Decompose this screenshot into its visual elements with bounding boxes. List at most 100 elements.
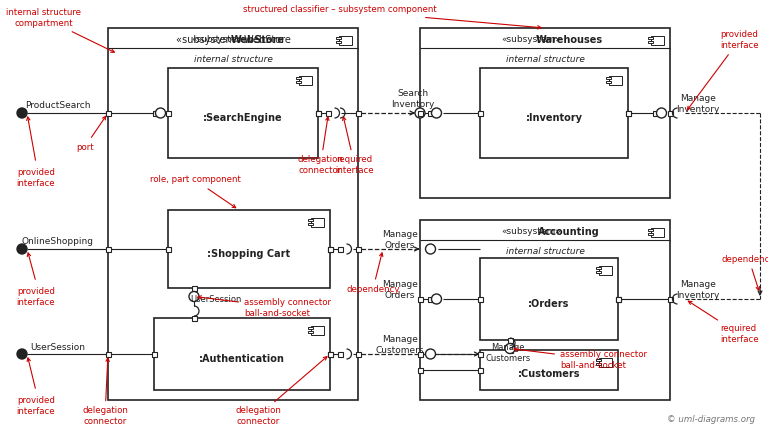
- Text: Manage
Customers: Manage Customers: [485, 343, 531, 363]
- Circle shape: [432, 294, 442, 304]
- Bar: [316, 110, 320, 115]
- Bar: [326, 110, 331, 115]
- Text: internal structure: internal structure: [194, 55, 273, 63]
- Bar: [336, 41, 340, 43]
- Bar: [625, 110, 631, 115]
- Text: Manage
Inventory: Manage Inventory: [677, 94, 720, 114]
- Text: internal structure: internal structure: [505, 55, 584, 63]
- Circle shape: [657, 108, 667, 118]
- Bar: [508, 337, 512, 343]
- Bar: [336, 37, 340, 39]
- Text: assembly connector
ball-and-socket: assembly connector ball-and-socket: [514, 348, 647, 370]
- Circle shape: [505, 343, 515, 354]
- Bar: [595, 359, 601, 361]
- Bar: [168, 68, 318, 158]
- Bar: [605, 77, 611, 79]
- Bar: [595, 267, 601, 269]
- Text: © uml-diagrams.org: © uml-diagrams.org: [667, 415, 755, 424]
- Bar: [168, 210, 330, 288]
- Text: delegation
connector: delegation connector: [297, 117, 343, 175]
- Bar: [327, 351, 333, 357]
- Bar: [418, 351, 422, 357]
- Bar: [338, 247, 343, 251]
- Bar: [191, 285, 197, 291]
- Text: :Orders: :Orders: [528, 299, 570, 309]
- Bar: [420, 28, 670, 198]
- Bar: [428, 110, 433, 115]
- Bar: [667, 296, 673, 302]
- Text: structured classifier – subsystem component: structured classifier – subsystem compon…: [243, 6, 541, 29]
- Bar: [307, 327, 313, 329]
- Text: provided
interface: provided interface: [17, 168, 55, 188]
- Text: delegation
connector: delegation connector: [235, 357, 327, 426]
- Bar: [615, 296, 621, 302]
- Text: Manage
Orders: Manage Orders: [382, 230, 418, 250]
- Bar: [296, 77, 300, 79]
- Bar: [478, 110, 482, 115]
- Bar: [316, 110, 320, 115]
- Circle shape: [189, 291, 199, 302]
- Text: Manage
Inventory: Manage Inventory: [677, 280, 720, 300]
- Bar: [108, 28, 358, 400]
- Bar: [595, 271, 601, 273]
- Bar: [105, 351, 111, 357]
- Bar: [296, 81, 300, 83]
- Bar: [595, 363, 601, 365]
- Text: dependency: dependency: [722, 254, 768, 290]
- Text: dependency: dependency: [346, 253, 400, 294]
- Bar: [647, 229, 653, 231]
- Bar: [478, 351, 482, 357]
- Text: required
interface: required interface: [688, 301, 759, 344]
- Text: UserSession: UserSession: [31, 343, 85, 351]
- Text: WebStore: WebStore: [231, 35, 285, 45]
- Circle shape: [425, 244, 435, 254]
- Text: «subsystem»: «subsystem»: [501, 35, 561, 44]
- Bar: [154, 318, 330, 390]
- Bar: [338, 351, 343, 357]
- Bar: [153, 110, 158, 115]
- Circle shape: [17, 108, 27, 118]
- Bar: [151, 351, 157, 357]
- Bar: [310, 218, 323, 227]
- Bar: [418, 296, 422, 302]
- Text: assembly connector
ball-and-socket: assembly connector ball-and-socket: [198, 296, 331, 318]
- Bar: [428, 296, 433, 302]
- Bar: [647, 233, 653, 235]
- Text: :Shopping Cart: :Shopping Cart: [207, 249, 290, 259]
- Bar: [605, 81, 611, 83]
- Bar: [480, 258, 618, 340]
- Bar: [418, 368, 422, 372]
- Bar: [356, 110, 360, 115]
- Bar: [480, 350, 618, 390]
- Text: :Inventory: :Inventory: [525, 113, 582, 123]
- Bar: [191, 316, 197, 320]
- Bar: [478, 368, 482, 372]
- Bar: [615, 296, 621, 302]
- Bar: [667, 110, 673, 115]
- Text: delegation
connector: delegation connector: [82, 358, 128, 426]
- Text: ProductSearch: ProductSearch: [25, 101, 91, 110]
- Bar: [647, 41, 653, 43]
- Bar: [625, 110, 631, 115]
- Circle shape: [425, 349, 435, 359]
- Bar: [356, 247, 360, 251]
- Text: internal structure
compartment: internal structure compartment: [6, 8, 114, 52]
- Bar: [307, 219, 313, 221]
- Bar: [653, 110, 658, 115]
- Bar: [650, 35, 664, 44]
- Bar: [356, 351, 360, 357]
- Text: :Authentication: :Authentication: [199, 354, 285, 364]
- Text: port: port: [76, 116, 106, 152]
- Bar: [105, 110, 111, 115]
- Text: «subsystem»: «subsystem»: [191, 35, 251, 44]
- Bar: [647, 37, 653, 39]
- Bar: [608, 75, 621, 84]
- Bar: [310, 325, 323, 334]
- Text: UserSession: UserSession: [190, 296, 241, 305]
- Text: role, part component: role, part component: [150, 176, 240, 208]
- Text: Search
Inventory: Search Inventory: [392, 89, 435, 109]
- Circle shape: [17, 349, 27, 359]
- Circle shape: [17, 244, 27, 254]
- Text: Manage
Customers: Manage Customers: [376, 335, 424, 355]
- Text: :SearchEngine: :SearchEngine: [204, 113, 283, 123]
